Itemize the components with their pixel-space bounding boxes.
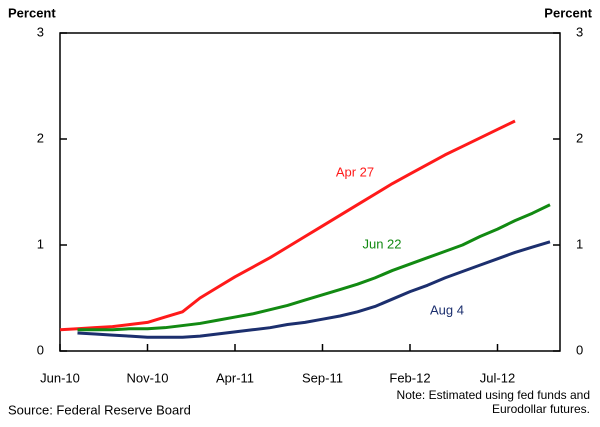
- x-tick-label: Nov-10: [127, 370, 169, 385]
- y2-tick-label: 2: [576, 130, 583, 145]
- series-label: Jun 22: [362, 236, 401, 251]
- y2-tick-label: 1: [576, 236, 583, 251]
- plot-frame: [59, 32, 561, 352]
- note: Note: Estimated using fed funds and Euro…: [396, 388, 590, 416]
- series-line: [77, 203, 551, 332]
- x-tick-label: Jun-10: [40, 370, 80, 385]
- series-line: [59, 119, 516, 332]
- x-tick-label: Feb-12: [389, 370, 430, 385]
- y-axis-label: Percent: [8, 5, 56, 20]
- y-tick-label: 2: [37, 130, 44, 145]
- y2-axis-label: Percent: [544, 5, 592, 20]
- y-tick-label: 3: [37, 24, 44, 39]
- series-label: Apr 27: [336, 164, 374, 179]
- series-label: Aug 4: [430, 302, 464, 317]
- x-tick-label: Apr-11: [216, 370, 254, 385]
- source: Source: Federal Reserve Board: [8, 402, 191, 417]
- series-line: [77, 240, 551, 339]
- y-tick-label: 0: [37, 342, 44, 357]
- y-tick-label: 1: [37, 236, 44, 251]
- x-tick-label: Sep-11: [302, 370, 343, 385]
- y2-tick-label: 3: [576, 24, 583, 39]
- x-tick-label: Jul-12: [480, 370, 515, 385]
- y2-tick-label: 0: [576, 342, 583, 357]
